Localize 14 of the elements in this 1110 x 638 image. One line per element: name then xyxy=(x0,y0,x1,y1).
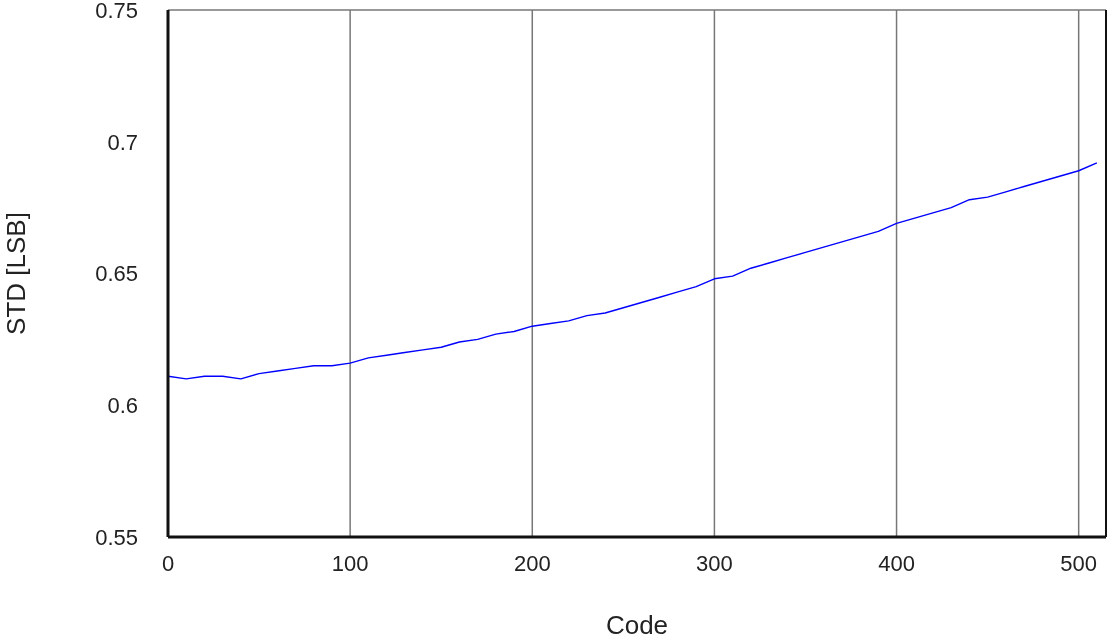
x-tick-label: 300 xyxy=(696,550,733,576)
line-series xyxy=(168,162,1098,380)
y-tick-label: 0.65 xyxy=(95,261,138,287)
x-tick-label: 400 xyxy=(878,550,915,576)
x-tick-label: 0 xyxy=(161,550,175,576)
y-tick-label: 0.75 xyxy=(95,0,138,23)
y-tick-label: 0.7 xyxy=(107,129,138,155)
x-tick-label: 500 xyxy=(1060,550,1098,576)
x-axis-title: Code xyxy=(605,610,669,638)
y-axis-title: STD [LSB] xyxy=(1,212,32,335)
x-tick-label: 100 xyxy=(331,550,369,576)
x-tick-label: 200 xyxy=(513,550,551,576)
y-tick-label: 0.55 xyxy=(95,524,138,550)
y-tick-label: 0.6 xyxy=(107,393,138,419)
